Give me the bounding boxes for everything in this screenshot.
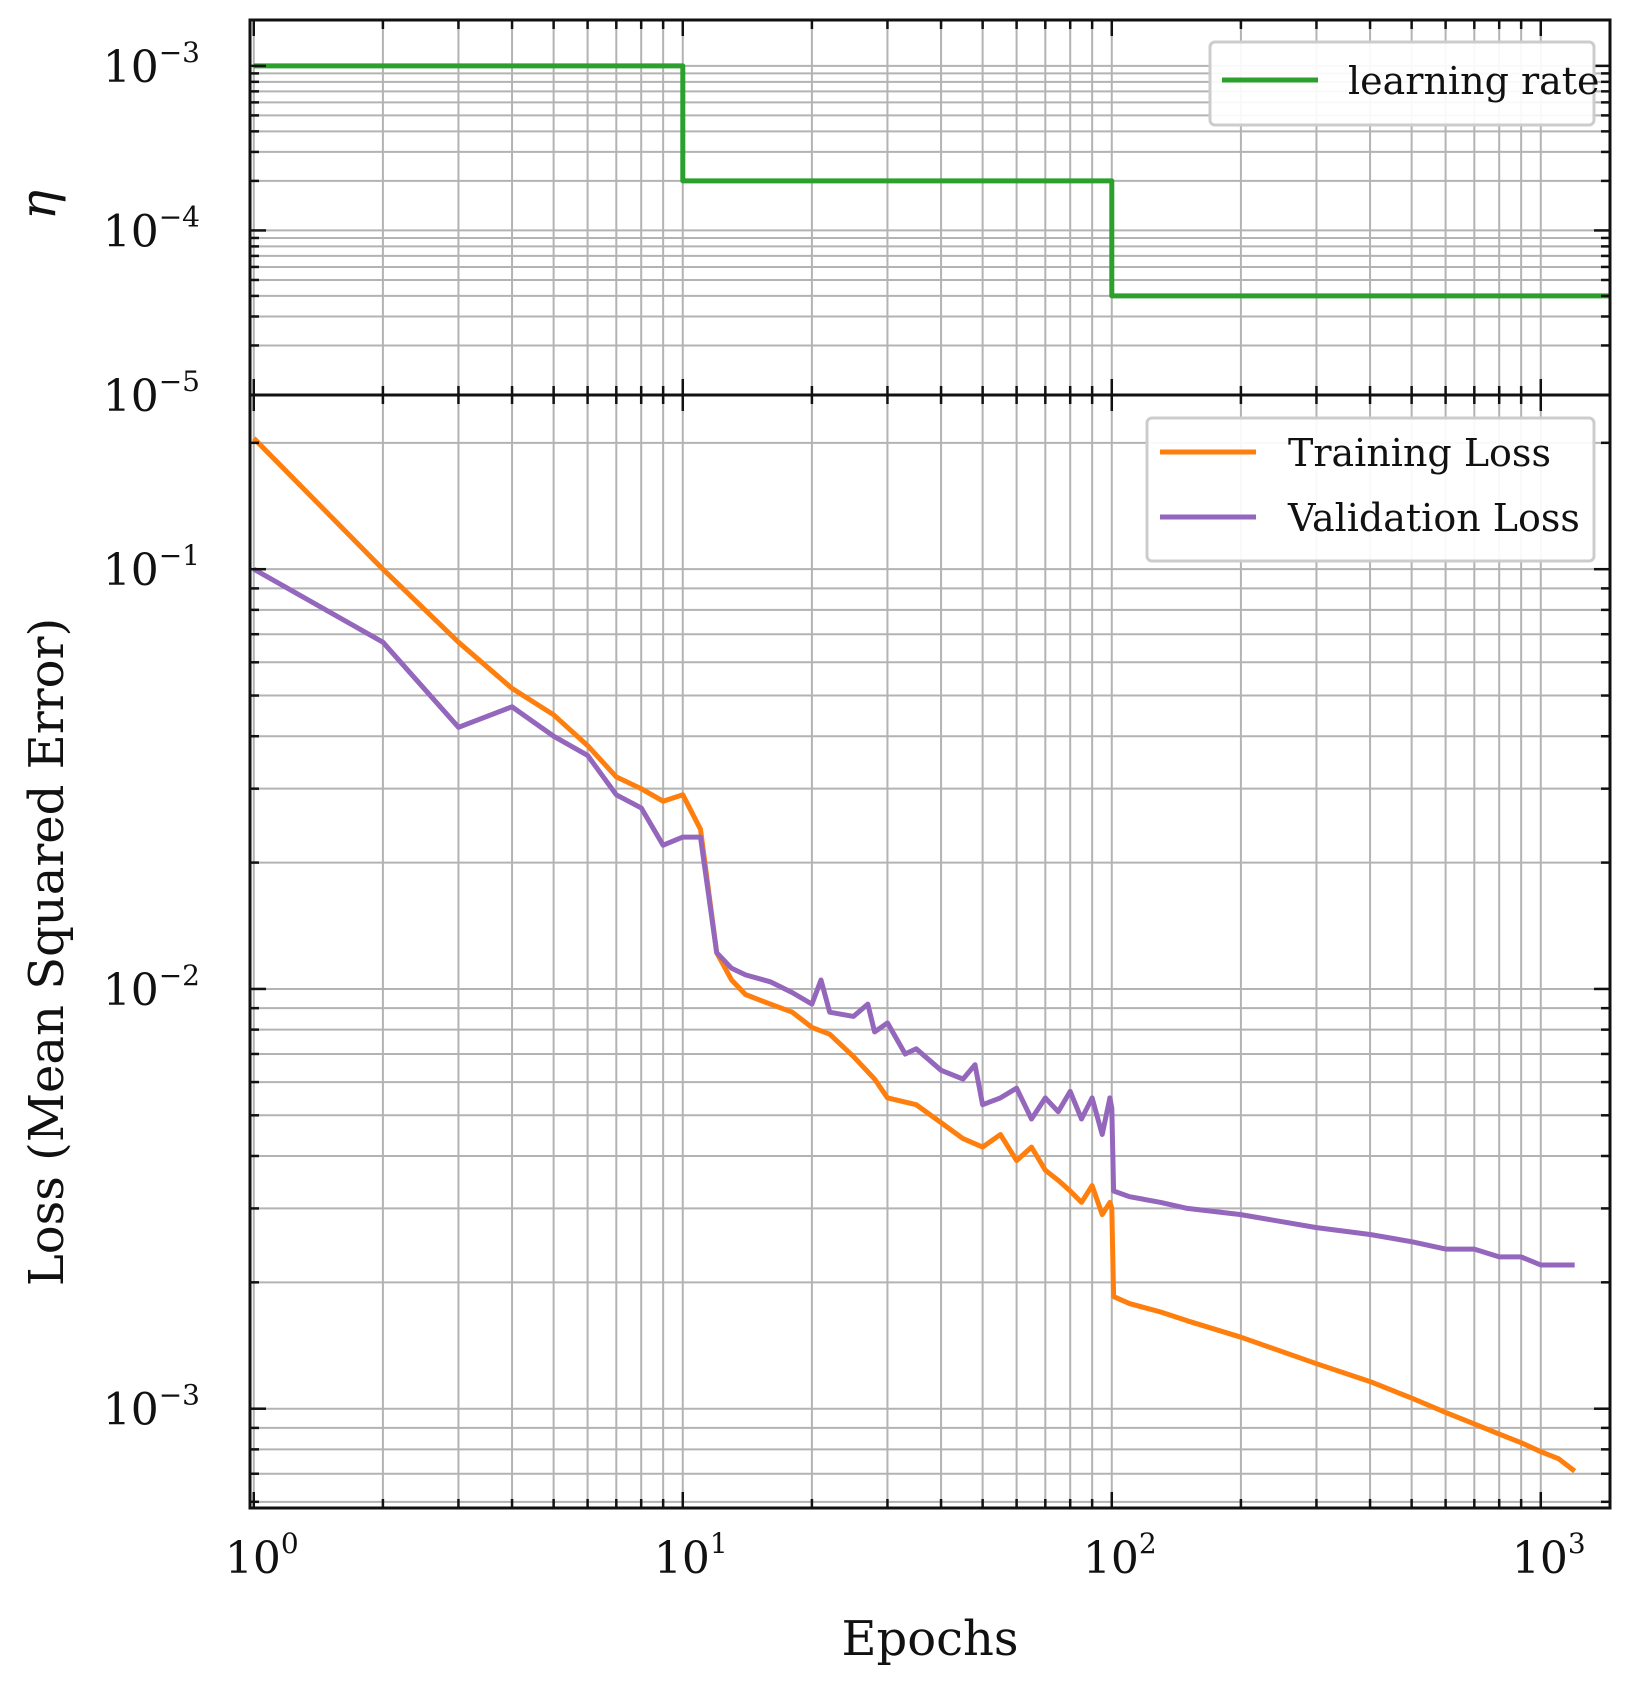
series-line-validation-loss	[252, 567, 1575, 1268]
tick-base: 10	[1512, 1533, 1568, 1584]
bottom-y-tick-label: 10−2	[103, 959, 200, 1016]
top-y-axis-title: η	[9, 190, 67, 220]
loss-panel: 10−110−210−3 100 101 102 103 Loss (Mean Squ…	[19, 393, 1612, 1667]
tick-exponent: −4	[159, 200, 200, 233]
bottom-y-axis-title: Loss (Mean Squared Error)	[19, 618, 75, 1286]
top-legend-box	[1208, 40, 1596, 127]
tick-exponent: 3	[1568, 1527, 1586, 1560]
bottom-legend: Training Loss Validation Loss	[1145, 416, 1596, 563]
tick-exponent: 1	[710, 1527, 728, 1560]
top-legend: learning rate	[1208, 40, 1600, 127]
tick-base: 10	[103, 206, 159, 257]
top-y-tick-label: 10−3	[103, 36, 200, 93]
x-tick-label: 100	[225, 1527, 299, 1584]
x-axis-title: Epochs	[841, 1611, 1018, 1667]
bottom-y-tick-label: 10−3	[103, 1379, 200, 1436]
tick-exponent: −1	[159, 539, 200, 572]
tick-base: 10	[103, 1385, 159, 1436]
tick-exponent: −2	[159, 959, 200, 992]
tick-exponent: 0	[281, 1527, 299, 1560]
tick-base: 10	[103, 965, 159, 1016]
series-line-learning-rate	[253, 63, 1610, 299]
tick-base: 10	[103, 371, 159, 422]
bottom-y-tick-labels: 10−110−210−3	[103, 539, 200, 1436]
legend-label-training-loss: Training Loss	[1288, 431, 1551, 475]
legend-label-validation-loss: Validation Loss	[1287, 496, 1580, 540]
tick-exponent: −5	[159, 365, 200, 398]
tick-base: 10	[103, 42, 159, 93]
series-line-training-loss	[252, 436, 1577, 1474]
x-tick-label: 101	[654, 1527, 728, 1584]
top-y-tick-label: 10−4	[103, 200, 200, 257]
tick-base: 10	[654, 1533, 710, 1584]
tick-exponent: −3	[159, 36, 200, 69]
bottom-lines	[252, 436, 1577, 1474]
tick-base: 10	[225, 1533, 281, 1584]
top-lines	[253, 63, 1610, 299]
tick-exponent: 2	[1139, 1527, 1157, 1560]
tick-base: 10	[1083, 1533, 1139, 1584]
x-tick-label: 103	[1512, 1527, 1586, 1584]
bottom-legend-box	[1145, 416, 1596, 563]
top-y-tick-labels: 10−310−410−5	[103, 36, 200, 422]
bottom-grid	[250, 395, 1610, 1508]
top-y-tick-label: 10−5	[103, 365, 200, 422]
bottom-plot-frame	[248, 393, 1612, 1510]
tick-exponent: −3	[159, 1379, 200, 1412]
x-tick-labels: 100 101 102 103	[225, 1527, 1586, 1584]
bottom-y-tick-label: 10−1	[103, 539, 200, 596]
tick-base: 10	[103, 545, 159, 596]
x-tick-label: 102	[1083, 1527, 1157, 1584]
legend-label-learning-rate: learning rate	[1348, 59, 1600, 103]
learning-rate-panel: 10−310−410−5 η learning rate	[9, 18, 1612, 422]
